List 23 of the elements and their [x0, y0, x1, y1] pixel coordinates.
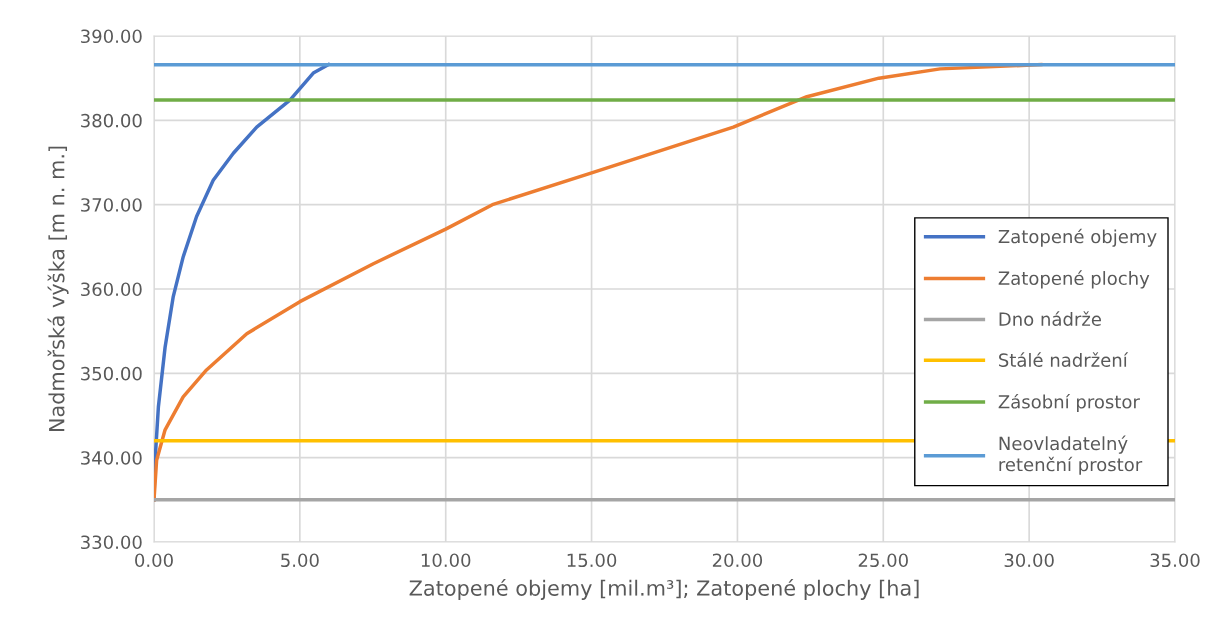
x-tick-label: 35.00 [1150, 553, 1200, 568]
legend-label: Neovladatelný retenční prostor [999, 435, 1143, 475]
x-axis-title: Zatopené objemy [mil.m³]; Zatopené plochy [ha] [409, 578, 919, 600]
x-tick-label: 20.00 [712, 553, 763, 568]
y-tick-label: 390.00 [81, 29, 142, 44]
legend-label: Zatopené objemy [998, 228, 1157, 247]
y-axis-title: Nadmořská výška [m n. m.] [47, 146, 69, 432]
legend-label: Zatopené plochy [998, 270, 1150, 289]
legend-label: Zásobní prostor [998, 393, 1140, 413]
y-tick-label: 330.00 [81, 535, 142, 550]
legend-label: Stálé nadržení [999, 352, 1129, 367]
x-tick-label: 25.00 [858, 553, 908, 568]
y-tick-label: 380.00 [81, 113, 142, 128]
x-tick-label: 15.00 [567, 553, 617, 568]
x-tick-label: 10.00 [421, 553, 471, 568]
x-tick-label: 0.00 [135, 553, 173, 568]
legend-label: Dno nádrže [999, 311, 1101, 326]
y-tick-label: 350.00 [81, 366, 142, 381]
y-tick-label: 360.00 [81, 282, 142, 297]
x-tick-label: 30.00 [1004, 553, 1054, 568]
y-tick-label: 340.00 [81, 451, 142, 465]
y-tick-label: 370.00 [81, 198, 142, 212]
x-tick-label: 5.00 [281, 553, 319, 568]
